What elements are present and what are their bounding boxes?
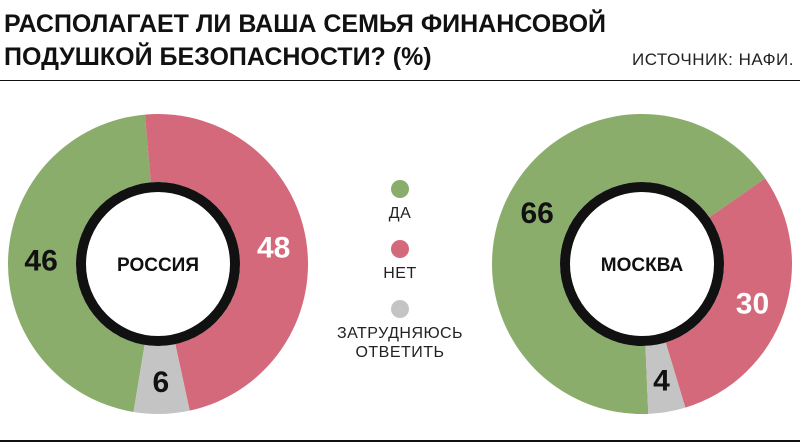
donut-slice xyxy=(645,342,686,414)
inner-ring xyxy=(560,182,724,346)
legend-label: ЗАТРУДНЯЮСЬ ОТВЕТИТЬ xyxy=(336,325,464,361)
legend-swatch xyxy=(391,180,409,198)
rule xyxy=(0,440,800,442)
donut-slice xyxy=(8,114,151,412)
value-label: 6 xyxy=(153,366,170,399)
inner-ring xyxy=(76,182,240,346)
center-label: МОСКВА xyxy=(601,255,684,276)
value-label: 66 xyxy=(521,197,554,230)
legend-swatch xyxy=(391,300,409,318)
legend-item: ЗАТРУДНЯЮСЬ ОТВЕТИТЬ xyxy=(330,300,470,362)
legend-label: ДА xyxy=(388,205,412,222)
donut-slice xyxy=(133,344,190,414)
rule xyxy=(0,80,800,81)
legend-swatch xyxy=(391,240,409,258)
donut-slice xyxy=(492,114,766,415)
legend-item: НЕТ xyxy=(330,240,470,283)
donut-slice xyxy=(665,178,792,408)
center-label: РОССИЯ xyxy=(117,255,199,276)
donut-slice xyxy=(144,114,308,411)
legend-label: НЕТ xyxy=(383,265,417,282)
source: ИСТОЧНИК: НАФИ. xyxy=(632,50,794,69)
value-label: 30 xyxy=(736,287,769,320)
title: РАСПОЛАГАЕТ ЛИ ВАША СЕМЬЯ ФИНАНСОВОЙ ПОД… xyxy=(4,10,607,71)
value-label: 48 xyxy=(257,232,290,265)
legend-item: ДА xyxy=(330,180,470,223)
value-label: 4 xyxy=(653,364,670,397)
value-label: 46 xyxy=(24,245,57,278)
